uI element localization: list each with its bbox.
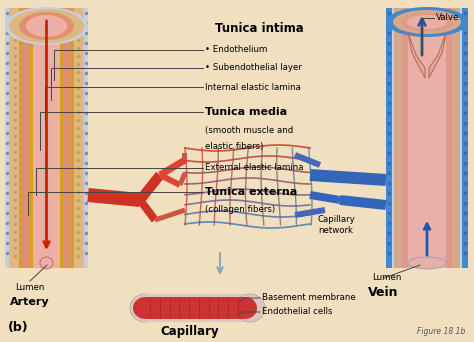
Ellipse shape [235,294,265,322]
Polygon shape [310,169,386,186]
Text: Capillary
network: Capillary network [318,214,356,235]
Ellipse shape [386,7,468,37]
Text: Vein: Vein [368,287,399,300]
Ellipse shape [5,7,88,45]
Polygon shape [159,172,182,188]
Text: • Endothelium: • Endothelium [205,45,267,54]
Polygon shape [294,207,326,218]
Bar [40,8,53,268]
Polygon shape [408,33,425,78]
Bar [22,8,71,268]
Text: • Subendothelial layer: • Subendothelial layer [205,64,302,73]
Bar [5,8,88,268]
Ellipse shape [133,297,157,319]
Bar [71,8,74,268]
Ellipse shape [33,18,60,34]
Ellipse shape [9,9,84,43]
Bar [386,8,468,268]
Text: Figure 18.1b: Figure 18.1b [417,327,465,336]
Polygon shape [154,208,186,222]
Ellipse shape [233,297,257,319]
Bar [392,8,462,268]
Bar [145,297,245,319]
Polygon shape [158,157,187,178]
Ellipse shape [393,10,461,34]
Polygon shape [294,152,321,168]
Text: External elastic lamina: External elastic lamina [205,163,303,172]
Ellipse shape [40,257,53,269]
Polygon shape [429,33,446,78]
Text: Lumen: Lumen [372,274,401,282]
Text: Capillary: Capillary [161,326,219,339]
Polygon shape [182,153,188,160]
Text: Artery: Artery [10,297,50,307]
Bar [9,8,84,268]
Ellipse shape [401,13,453,31]
Text: Internal elastic lamina: Internal elastic lamina [205,82,301,92]
Polygon shape [178,172,187,186]
Bar [33,8,60,268]
Text: Tunica intima: Tunica intima [215,22,304,35]
Polygon shape [310,191,341,204]
Text: Tunica media: Tunica media [205,107,287,117]
Text: Basement membrane: Basement membrane [262,293,356,303]
Bar [394,8,460,268]
Ellipse shape [26,15,67,37]
Bar [145,294,250,322]
Ellipse shape [19,12,74,40]
Bar [19,8,22,268]
Text: (b): (b) [8,321,28,334]
Polygon shape [87,188,141,207]
Bar [402,8,452,268]
Ellipse shape [408,257,446,269]
Text: Valve: Valve [436,13,459,23]
Bar [60,8,63,268]
Bar [408,8,446,268]
Bar [30,8,33,268]
Polygon shape [137,198,158,222]
Text: (collagen fibers): (collagen fibers) [205,206,275,214]
Text: (smooth muscle and: (smooth muscle and [205,126,293,134]
Ellipse shape [130,294,160,322]
Text: Lumen: Lumen [15,284,45,292]
Polygon shape [136,172,164,203]
Ellipse shape [407,15,447,29]
Polygon shape [339,195,386,210]
Text: Tunica externa: Tunica externa [205,187,297,197]
Text: Endothelial cells: Endothelial cells [262,307,332,316]
Text: elastic fibers): elastic fibers) [205,142,264,150]
